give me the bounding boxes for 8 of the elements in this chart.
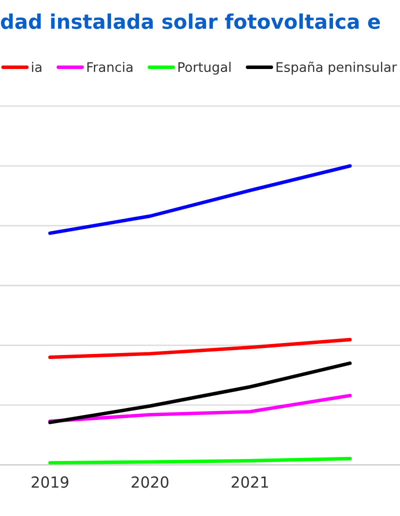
legend-label: Portugal (178, 62, 231, 75)
legend-label: ia (32, 62, 42, 72)
chart-title: dad instalada solar fotovoltaica e (0, 13, 380, 30)
x-tick-label: 2021 (232, 476, 268, 488)
legend-label: España peninsular (276, 62, 397, 75)
legend-label: Francia (87, 62, 132, 72)
x-tick-label: 2019 (32, 476, 68, 488)
x-tick-label: 2020 (132, 476, 168, 488)
